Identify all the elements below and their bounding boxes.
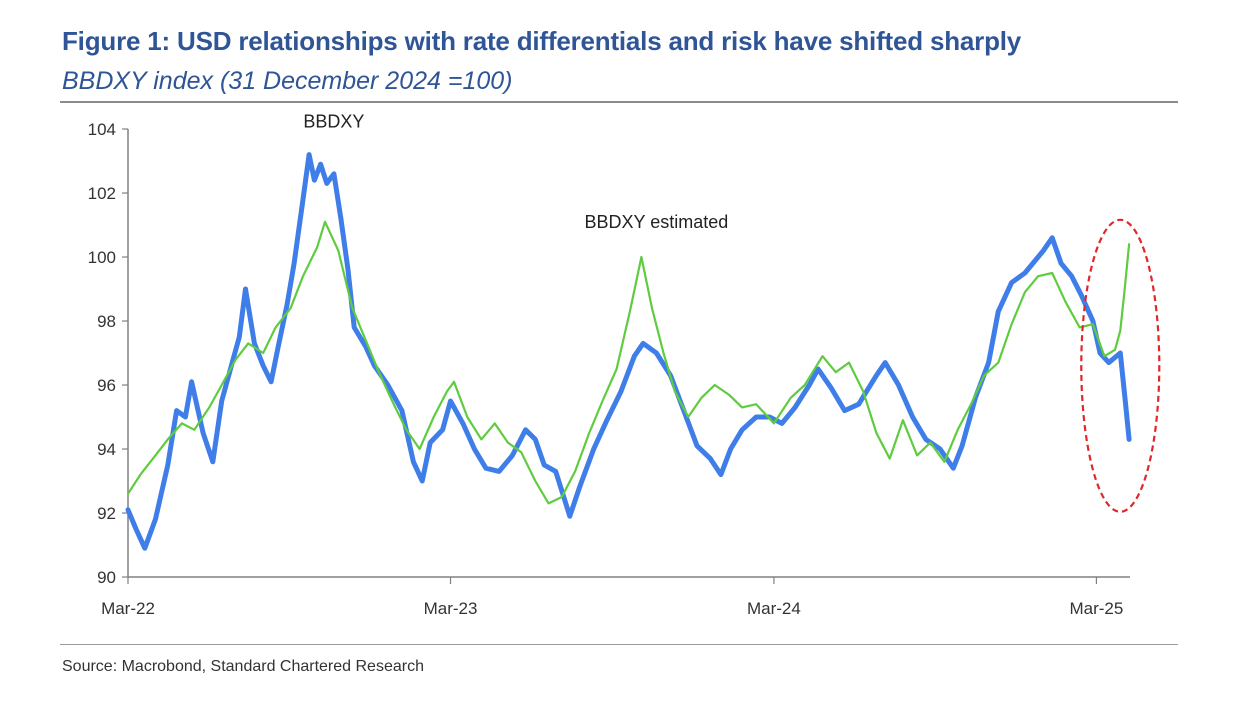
series-label-bbdxy-estimated: BBDXY estimated (585, 212, 729, 232)
chart-area: 90 92 94 96 98 100 102 104 Mar-22 Mar-23 Mar-24 Mar… (88, 111, 1161, 618)
y-tick-label: 104 (88, 120, 116, 139)
y-tick-label: 102 (88, 184, 116, 203)
x-tick-label: Mar-24 (747, 599, 801, 618)
y-tick-label: 98 (97, 312, 116, 331)
y-tick-label: 92 (97, 504, 116, 523)
series-lines (125, 152, 1132, 551)
series-line-bbdxy (125, 152, 1132, 551)
chart-title: Figure 1: USD relationships with rate di… (62, 26, 1022, 56)
x-tick-label: Mar-23 (424, 599, 478, 618)
annotations: BBDXY BBDXY estimated (303, 111, 728, 232)
y-tick-label: 96 (97, 376, 116, 395)
bottom-divider (60, 644, 1178, 645)
y-tick-label: 100 (88, 248, 116, 267)
x-tick-label: Mar-22 (101, 599, 155, 618)
x-tick-label: Mar-25 (1069, 599, 1123, 618)
series-label-bbdxy: BBDXY (303, 111, 364, 131)
series-line-bbdxy-estimated (126, 220, 1131, 505)
highlight-ellipse (1080, 218, 1161, 513)
y-tick-label: 94 (97, 440, 116, 459)
y-tick-label: 90 (97, 568, 116, 587)
top-divider (60, 101, 1178, 103)
chart-subtitle: BBDXY index (31 December 2024 =100) (62, 67, 513, 95)
source-note: Source: Macrobond, Standard Chartered Re… (62, 658, 424, 675)
axes: 90 92 94 96 98 100 102 104 Mar-22 Mar-23 Mar-24 Mar… (88, 120, 1130, 618)
